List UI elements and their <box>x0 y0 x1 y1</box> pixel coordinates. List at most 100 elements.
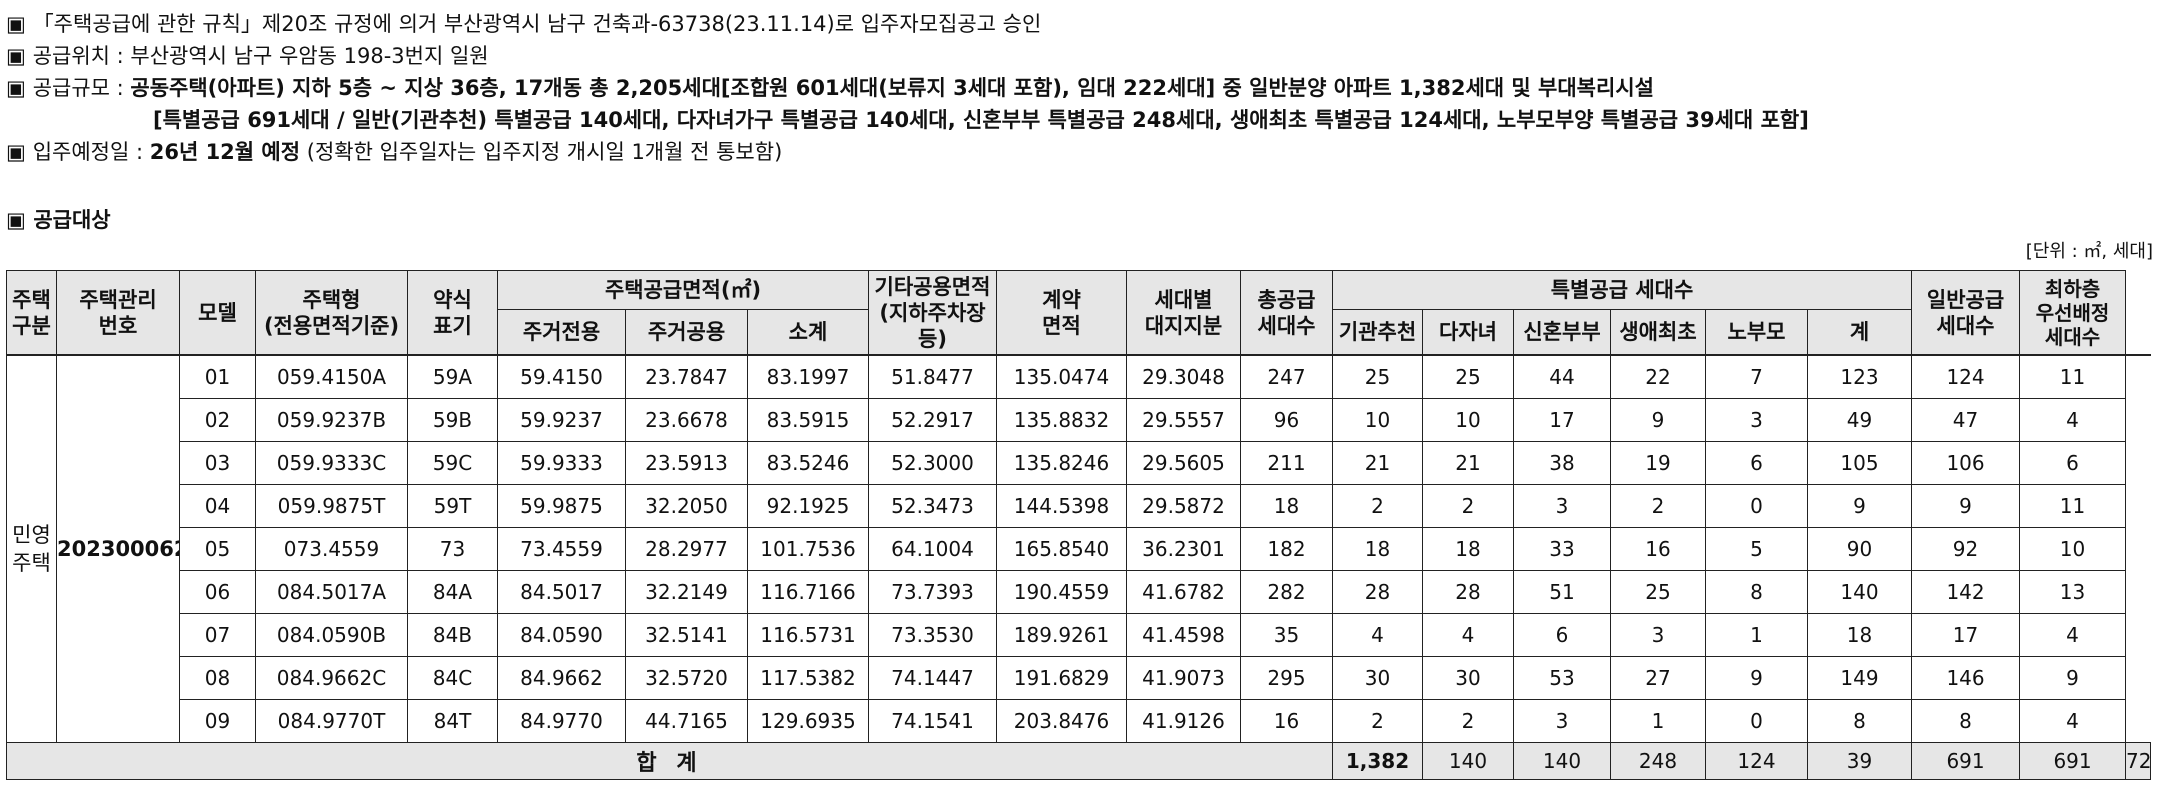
movein-note: (정확한 입주일자는 입주지정 개시일 1개월 전 통보함) <box>300 140 783 164</box>
cell-common: 23.6678 <box>625 398 748 442</box>
cell-form: 059.9333C <box>255 441 408 485</box>
cell-total: 35 <box>1240 613 1333 657</box>
table-row: 07 084.0590B 84B 84.0590 32.5141 116.5731 73.3… <box>7 613 2151 657</box>
header-first-time: 생애최초 <box>1610 309 1706 356</box>
cell-total: 18 <box>1240 484 1333 528</box>
table-row: 06 084.5017A 84A 84.5017 32.2149 116.7166 73.7… <box>7 570 2151 614</box>
cell-common: 23.5913 <box>625 441 748 485</box>
cell-private: 84.5017 <box>497 570 626 614</box>
cell-general: 142 <box>1911 570 2021 614</box>
cell-general: 124 <box>1911 354 2021 399</box>
mgmt-no-cell: 2023000625 <box>56 354 180 743</box>
cell-inst: 4 <box>1332 613 1423 657</box>
section-title: ▣ 공급대상 <box>6 204 111 234</box>
cell-common: 28.2977 <box>625 527 748 571</box>
cell-private: 84.0590 <box>497 613 626 657</box>
scale-detail-line: [특별공급 691세대 / 일반(기관추천) 특별공급 140세대, 다자녀가구… <box>6 104 2146 136</box>
cell-contract: 144.5398 <box>996 484 1127 528</box>
table-row: 02 059.9237B 59B 59.9237 23.6678 83.5915 52.29… <box>7 398 2151 442</box>
supply-table: 주택 구분 주택관리 번호 모델 주택형 (전용면적기준) 약식 표기 주택공급… <box>6 270 2151 780</box>
total-special-sum-cell: 691 <box>1911 742 2021 780</box>
cell-abbr: 59T <box>407 484 498 528</box>
header-lowest-floor: 최하층 우선배정 세대수 <box>2019 270 2127 356</box>
cell-total: 16 <box>1240 699 1333 743</box>
cell-subtotal: 101.7536 <box>747 527 869 571</box>
cell-inst: 2 <box>1332 484 1423 528</box>
cell-sp-sum: 18 <box>1806 613 1913 657</box>
cell-sp-sum: 49 <box>1806 398 1913 442</box>
cell-first: 9 <box>1610 398 1706 442</box>
cell-subtotal: 92.1925 <box>747 484 869 528</box>
cell-land: 29.5872 <box>1126 484 1241 528</box>
cell-contract: 189.9261 <box>996 613 1127 657</box>
movein-value: 26년 12월 예정 <box>149 140 301 164</box>
cell-lowest: 4 <box>2019 699 2127 743</box>
cell-inst: 18 <box>1332 527 1423 571</box>
cell-subtotal: 83.1997 <box>747 354 869 399</box>
table-row: 민영 주택202300062501059.4150A59A59.415023.7… <box>6 354 2151 743</box>
header-contract-area: 계약 면적 <box>996 270 1127 356</box>
cell-first: 25 <box>1610 570 1706 614</box>
cell-subtotal: 83.5915 <box>747 398 869 442</box>
cell-sp-sum: 90 <box>1806 527 1913 571</box>
cell-general: 146 <box>1911 656 2021 700</box>
cell-land: 41.4598 <box>1126 613 1241 657</box>
cell-contract: 190.4559 <box>996 570 1127 614</box>
cell-form: 059.4150A <box>255 354 408 399</box>
cell-sp-sum: 123 <box>1806 354 1913 399</box>
cell-inst: 30 <box>1332 656 1423 700</box>
cell-sp-sum: 8 <box>1806 699 1913 743</box>
cell-land: 41.9073 <box>1126 656 1241 700</box>
cell-first: 22 <box>1610 354 1706 399</box>
cell-subtotal: 83.5246 <box>747 441 869 485</box>
approval-text: 「주택공급에 관한 규칙」제20조 규정에 의거 부산광역시 남구 건축과-63… <box>32 12 1042 36</box>
cell-sp-sum: 105 <box>1806 441 1913 485</box>
cell-private: 59.9237 <box>497 398 626 442</box>
cell-newly: 51 <box>1513 570 1611 614</box>
cell-form: 059.9875T <box>255 484 408 528</box>
marker-icon: ▣ <box>6 208 26 232</box>
cell-lowest: 6 <box>2019 441 2127 485</box>
location-line: ▣ 공급위치 : 부산광역시 남구 우암동 198-3번지 일원 <box>6 40 2146 72</box>
cell-subtotal: 129.6935 <box>747 699 869 743</box>
cell-inst: 28 <box>1332 570 1423 614</box>
cell-general: 17 <box>1911 613 2021 657</box>
cell-first: 2 <box>1610 484 1706 528</box>
cell-elder: 0 <box>1705 484 1808 528</box>
cell-form: 084.0590B <box>255 613 408 657</box>
cell-newly: 53 <box>1513 656 1611 700</box>
cell-lowest: 4 <box>2019 398 2127 442</box>
header-land-share: 세대별 대지지분 <box>1126 270 1241 356</box>
marker-icon: ▣ <box>6 140 26 164</box>
cell-land: 29.3048 <box>1126 354 1241 399</box>
housing-type-cell: 민영 주택 <box>6 354 57 743</box>
cell-land: 36.2301 <box>1126 527 1241 571</box>
cell-newly: 6 <box>1513 613 1611 657</box>
scale-line: ▣ 공급규모 : 공동주택(아파트) 지하 5층 ~ 지상 36층, 17개동 … <box>6 72 2146 104</box>
cell-elder: 8 <box>1705 570 1808 614</box>
cell-common: 32.2050 <box>625 484 748 528</box>
cell-multi: 28 <box>1422 570 1514 614</box>
header-multi-child: 다자녀 <box>1422 309 1514 356</box>
cell-subtotal: 117.5382 <box>747 656 869 700</box>
approval-line: ▣ 「주택공급에 관한 규칙」제20조 규정에 의거 부산광역시 남구 건축과-… <box>6 8 2146 40</box>
header-common: 주거공용 <box>625 309 748 356</box>
cell-model: 05 <box>179 527 256 571</box>
header-housing-form: 주택형 (전용면적기준) <box>255 270 408 356</box>
cell-other: 73.7393 <box>868 570 997 614</box>
cell-multi: 10 <box>1422 398 1514 442</box>
total-first-cell: 124 <box>1705 742 1808 780</box>
cell-newly: 38 <box>1513 441 1611 485</box>
header-abbr: 약식 표기 <box>407 270 498 356</box>
cell-newly: 3 <box>1513 484 1611 528</box>
scale-detail: [특별공급 691세대 / 일반(기관추천) 특별공급 140세대, 다자녀가구… <box>153 108 1809 132</box>
cell-form: 073.4559 <box>255 527 408 571</box>
cell-private: 59.4150 <box>497 354 626 399</box>
cell-subtotal: 116.5731 <box>747 613 869 657</box>
cell-model: 09 <box>179 699 256 743</box>
cell-lowest: 4 <box>2019 613 2127 657</box>
cell-form: 059.9237B <box>255 398 408 442</box>
cell-lowest: 9 <box>2019 656 2127 700</box>
cell-multi: 18 <box>1422 527 1514 571</box>
cell-model: 06 <box>179 570 256 614</box>
